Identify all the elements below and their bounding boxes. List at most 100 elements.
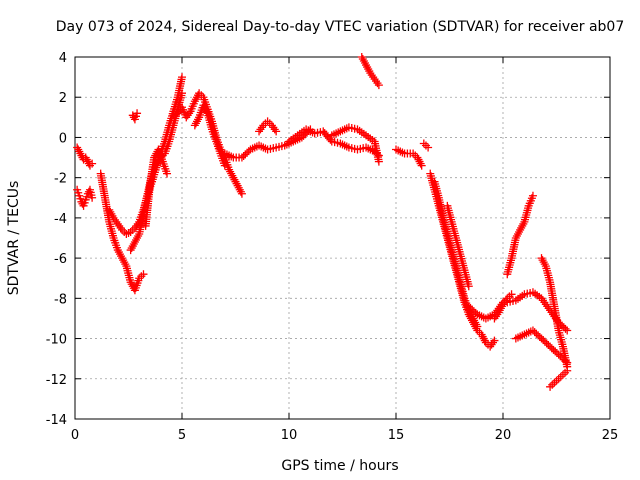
data-point [362,61,371,70]
data-point [419,139,428,148]
data-point [414,155,423,164]
chart-title: Day 073 of 2024, Sidereal Day-to-day VTE… [56,19,625,35]
data-point [265,119,274,128]
data-point [517,223,526,232]
y-tick-label: -4 [54,212,67,227]
data-point [115,221,124,230]
data-point [364,65,373,74]
series-arc-v [503,191,537,279]
data-point [495,306,504,315]
data-point [173,109,182,118]
data-point [226,167,235,176]
grid [75,57,610,419]
data-point [374,157,383,166]
data-point [417,161,426,170]
data-point [511,234,520,242]
data-point [182,113,191,122]
data-point [117,252,126,261]
data-point [175,107,184,116]
data-point [519,219,528,228]
data-point [528,191,537,200]
data-point [497,302,506,311]
data-point [120,258,129,267]
data-point [183,111,192,120]
data-point [75,147,84,156]
data-point [107,209,116,218]
data-point [163,169,172,178]
data-point [73,143,82,152]
data-point [563,366,572,375]
data-point [130,238,139,247]
data-point [512,231,521,240]
series-arc-r [430,177,482,331]
data-point [128,242,137,251]
data-point [501,296,510,305]
data-point [491,312,500,321]
x-tick-label: 15 [388,428,405,443]
data-point [118,254,127,263]
y-tick-label: 0 [59,131,67,146]
data-point [122,229,131,238]
data-point [220,161,229,170]
data-point [360,59,369,68]
data-point [540,298,549,307]
data-point [552,376,561,385]
data-point [358,55,367,64]
data-point [106,207,115,216]
data-point [487,340,496,349]
data-point [486,342,495,351]
data-point [134,231,143,240]
data-point [513,229,522,238]
data-point [178,73,186,82]
data-point [548,380,557,389]
data-point [83,157,92,166]
data-point [472,320,481,329]
data-point [192,117,201,126]
series-arc-e [126,89,186,255]
data-point [110,215,119,224]
data-point [415,157,424,166]
series-arc-f [128,109,142,124]
data-point [133,109,142,118]
series-arc-b [73,185,97,210]
y-tick-label: -8 [54,292,67,307]
data-point [561,324,570,333]
series-arc-i [190,101,229,170]
data-point [256,125,265,134]
data-point [235,185,244,194]
data-point [130,223,139,232]
data-point [539,258,548,267]
data-point [190,121,199,130]
data-point [270,125,279,134]
y-tick-label: -12 [46,373,67,388]
data-point [372,77,381,86]
x-tick-label: 10 [281,428,298,443]
data-point [373,79,382,88]
data-point [114,248,123,257]
series-arc-s [443,201,473,291]
data-point [151,151,160,160]
data-point [413,153,422,162]
data-point [366,69,375,78]
data-point [537,254,546,263]
x-tick-label: 25 [602,428,619,443]
data-point [82,155,91,164]
data-point [231,177,240,186]
data-point [127,280,136,289]
y-tick-label: 2 [59,91,67,106]
data-point [550,378,559,387]
data-point [127,244,136,253]
data-point [541,300,550,309]
data-point [538,296,547,305]
series-arc-o [392,145,426,170]
data-point [464,282,473,291]
data-point [131,236,140,245]
data-point [88,159,97,168]
series-arc-z [546,366,572,391]
data-point [516,225,525,234]
y-tick-label: -2 [54,172,67,187]
data-point [540,260,549,269]
data-point [129,240,138,249]
series-arc-w [503,288,572,335]
data-point [74,145,83,154]
